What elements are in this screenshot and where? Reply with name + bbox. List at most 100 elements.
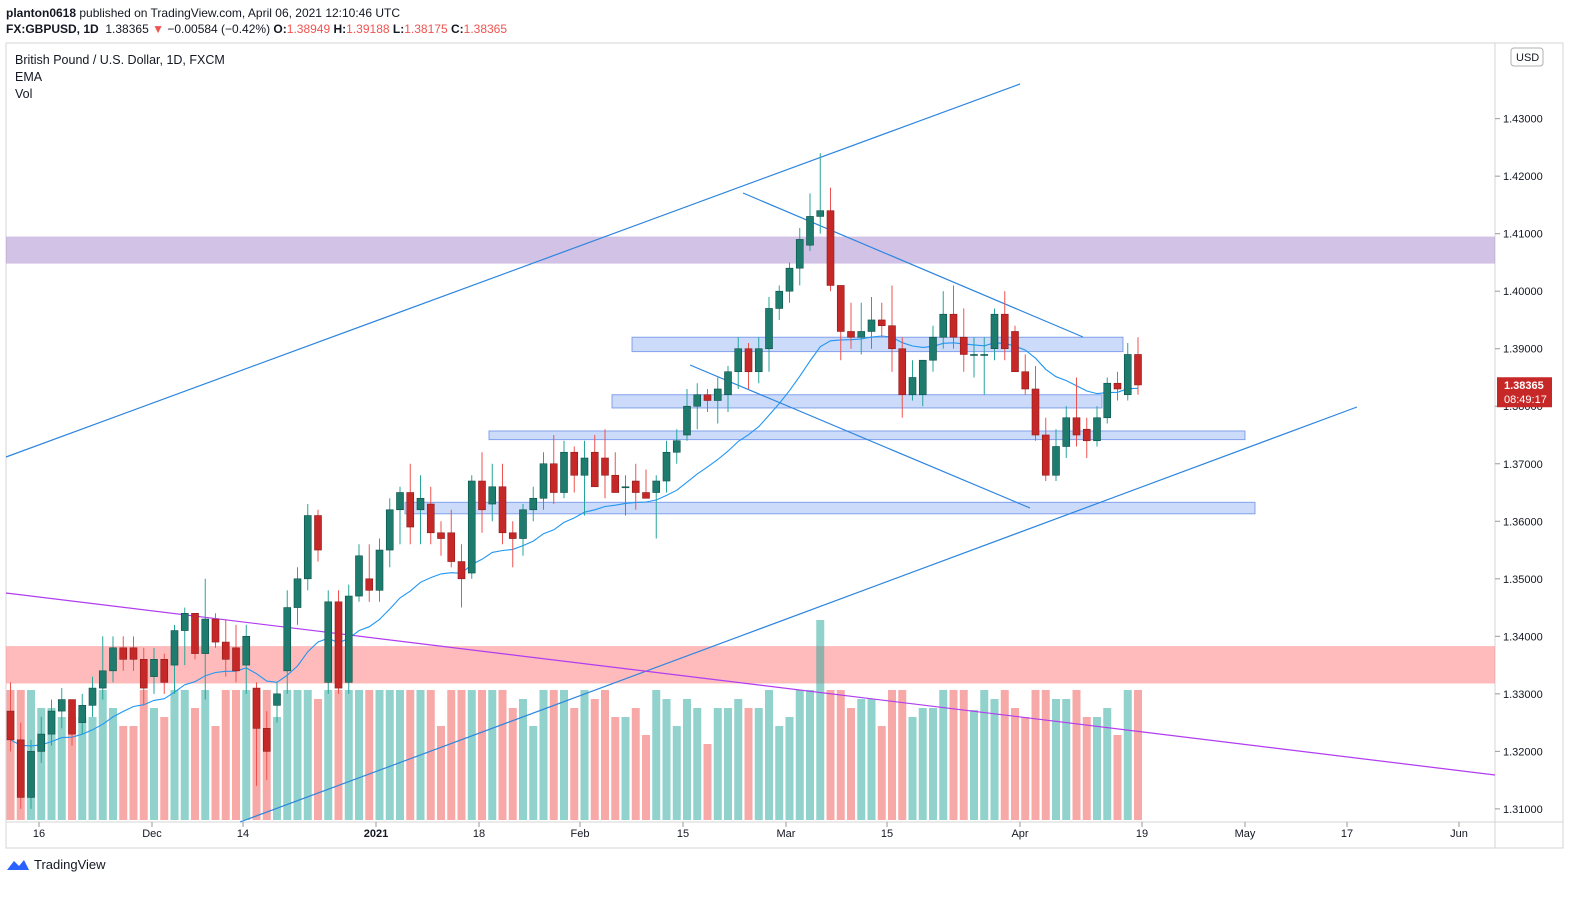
candle[interactable] (693, 383, 702, 430)
candle[interactable] (16, 722, 25, 809)
candle[interactable] (478, 452, 486, 533)
candle[interactable] (785, 262, 794, 303)
candle[interactable] (303, 504, 312, 591)
candle[interactable] (857, 302, 866, 355)
candle[interactable] (1031, 365, 1040, 441)
trendline-1[interactable] (239, 406, 1358, 823)
candle[interactable] (836, 285, 845, 361)
zone-purple-0[interactable] (6, 236, 1495, 264)
candle[interactable] (457, 544, 466, 608)
candle[interactable] (929, 325, 937, 372)
trendline-2[interactable] (742, 192, 1084, 338)
candle[interactable] (283, 590, 292, 694)
candle[interactable] (488, 463, 497, 522)
candle[interactable] (396, 486, 404, 545)
candle[interactable] (57, 688, 66, 729)
candle[interactable] (795, 227, 804, 286)
candle[interactable] (703, 388, 712, 412)
candle[interactable] (498, 463, 507, 545)
candle[interactable] (601, 429, 609, 499)
candle[interactable] (847, 302, 855, 349)
currency-badge[interactable]: USD (1510, 47, 1544, 67)
candle[interactable] (621, 475, 630, 516)
candle[interactable] (129, 636, 138, 671)
candle[interactable] (98, 636, 107, 700)
candle[interactable] (1021, 354, 1030, 395)
candle[interactable] (1041, 417, 1050, 482)
candle[interactable] (724, 365, 732, 412)
zone-blue-3[interactable] (611, 394, 1103, 409)
legend-ema[interactable]: EMA (15, 70, 43, 84)
candle[interactable] (447, 509, 456, 568)
candle[interactable] (201, 578, 210, 700)
candle[interactable] (867, 296, 876, 349)
candle[interactable] (242, 624, 251, 694)
candle[interactable] (191, 613, 199, 660)
candle[interactable] (232, 624, 240, 683)
zone-blue-5[interactable] (404, 501, 1256, 515)
candle[interactable] (1062, 406, 1071, 459)
candle[interactable] (467, 475, 476, 579)
candle[interactable] (590, 435, 599, 488)
price-axis[interactable]: 1.31000 1.32000 1.33000 1.34000 1.35000 1.360… (1495, 47, 1544, 816)
candle[interactable] (642, 469, 650, 499)
candle[interactable] (416, 475, 425, 545)
candle[interactable] (150, 647, 158, 694)
candle[interactable] (68, 699, 76, 746)
candle[interactable] (252, 682, 261, 786)
candle[interactable] (273, 682, 281, 723)
candle[interactable] (385, 498, 394, 568)
candle[interactable] (806, 193, 814, 251)
candle[interactable] (293, 567, 302, 625)
candle[interactable] (211, 613, 220, 648)
candle[interactable] (78, 693, 87, 735)
candle[interactable] (898, 337, 907, 418)
candle[interactable] (1052, 429, 1060, 482)
candle[interactable] (180, 607, 189, 666)
candle[interactable] (570, 446, 579, 493)
candle[interactable] (6, 682, 15, 752)
candle[interactable] (139, 647, 148, 706)
candle[interactable] (970, 337, 978, 378)
candle[interactable] (918, 359, 927, 407)
zone-red-1[interactable] (6, 646, 1495, 684)
candle[interactable] (365, 544, 374, 602)
candle[interactable] (355, 544, 363, 602)
candle[interactable] (406, 463, 415, 545)
candle[interactable] (1093, 406, 1101, 447)
candle[interactable] (119, 636, 128, 671)
candle[interactable] (734, 337, 743, 389)
ema-line[interactable] (10, 335, 1139, 747)
candle[interactable] (816, 153, 825, 234)
author-name[interactable]: planton0618 (6, 6, 77, 20)
candle[interactable] (170, 624, 179, 694)
candle[interactable] (1082, 417, 1091, 459)
candle[interactable] (959, 308, 968, 372)
candle[interactable] (539, 452, 548, 510)
candle[interactable] (437, 521, 445, 556)
candle[interactable] (88, 676, 97, 717)
candle[interactable] (888, 285, 896, 372)
candle[interactable] (221, 619, 230, 677)
candle[interactable] (262, 711, 271, 781)
candle[interactable] (1113, 371, 1122, 401)
candle[interactable] (27, 739, 35, 809)
candle[interactable] (908, 360, 917, 401)
candle[interactable] (580, 440, 589, 516)
candle[interactable] (508, 521, 517, 568)
time-axis[interactable]: 16 Dec 14 2021 18 Feb 15 Mar 15 Apr 19 May 17 Jun (33, 822, 1468, 840)
candle[interactable] (1072, 377, 1081, 447)
trendline-0[interactable] (5, 83, 1021, 458)
candle[interactable] (1103, 377, 1112, 424)
candle[interactable] (1000, 291, 1009, 361)
candle[interactable] (549, 435, 558, 505)
candle[interactable] (529, 486, 538, 522)
footer-brand[interactable]: TradingView (6, 857, 106, 872)
candle[interactable] (652, 475, 661, 539)
candle[interactable] (344, 584, 353, 694)
candle[interactable] (375, 538, 384, 602)
candle[interactable] (939, 291, 948, 349)
candle[interactable] (519, 504, 527, 556)
candle[interactable] (980, 337, 989, 395)
